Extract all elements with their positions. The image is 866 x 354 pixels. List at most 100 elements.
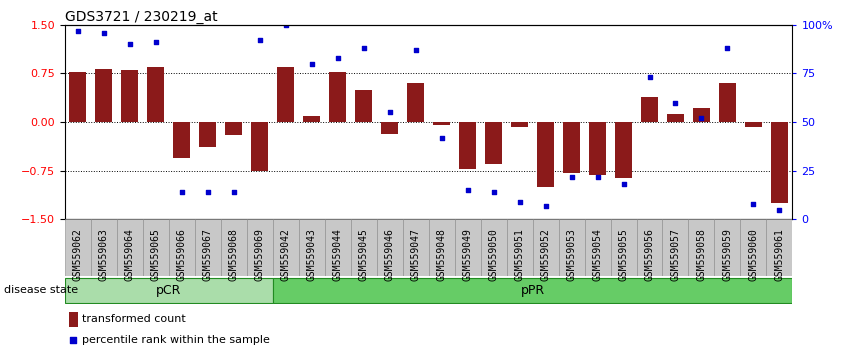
Bar	[95, 69, 113, 122]
Point	[409, 47, 423, 53]
Point	[539, 203, 553, 209]
Point	[305, 61, 319, 67]
Bar	[766, 219, 792, 276]
Text: GSM559067: GSM559067	[203, 228, 213, 281]
Bar	[563, 122, 580, 173]
Bar	[329, 72, 346, 122]
Bar	[147, 67, 165, 122]
Point	[746, 201, 760, 207]
Bar	[611, 219, 637, 276]
Text: GSM559042: GSM559042	[281, 228, 291, 281]
Text: GSM559045: GSM559045	[359, 228, 369, 281]
Point	[201, 189, 215, 195]
Text: GSM559052: GSM559052	[540, 228, 551, 281]
Point	[149, 40, 163, 45]
Bar	[459, 122, 476, 169]
Text: GDS3721 / 230219_at: GDS3721 / 230219_at	[65, 10, 217, 24]
Text: percentile rank within the sample: percentile rank within the sample	[82, 335, 270, 345]
Text: GSM559049: GSM559049	[462, 228, 473, 281]
Bar	[771, 122, 788, 203]
Text: GSM559054: GSM559054	[592, 228, 603, 281]
Bar	[455, 219, 481, 276]
Text: GSM559057: GSM559057	[670, 228, 681, 281]
Point	[175, 189, 189, 195]
Bar	[68, 312, 78, 327]
Bar	[221, 219, 247, 276]
Text: disease state: disease state	[4, 285, 79, 295]
Bar	[662, 219, 688, 276]
Point	[721, 45, 734, 51]
Point	[461, 188, 475, 193]
Point	[695, 115, 708, 121]
Bar	[641, 97, 658, 122]
Bar	[173, 122, 191, 158]
Text: GSM559058: GSM559058	[696, 228, 707, 281]
Bar	[65, 219, 91, 276]
Point	[487, 189, 501, 195]
Bar	[355, 90, 372, 122]
Point	[643, 75, 656, 80]
Bar	[169, 219, 195, 276]
Bar	[719, 83, 736, 122]
Bar	[693, 108, 710, 122]
Bar	[537, 122, 554, 187]
Point	[71, 28, 85, 33]
Bar	[714, 219, 740, 276]
Text: GSM559062: GSM559062	[73, 228, 83, 281]
Bar	[637, 219, 662, 276]
Text: GSM559050: GSM559050	[488, 228, 499, 281]
Bar	[688, 219, 714, 276]
Point	[123, 41, 137, 47]
Bar	[511, 122, 528, 127]
Point	[97, 30, 111, 35]
Bar	[559, 219, 585, 276]
Bar	[277, 67, 294, 122]
Bar	[325, 219, 351, 276]
Bar	[199, 122, 216, 147]
Bar	[615, 122, 632, 178]
Bar	[377, 219, 403, 276]
Text: GSM559059: GSM559059	[722, 228, 733, 281]
Bar	[740, 219, 766, 276]
Bar	[195, 219, 221, 276]
Bar	[273, 219, 299, 276]
Bar	[351, 219, 377, 276]
Bar	[117, 219, 143, 276]
Text: GSM559048: GSM559048	[436, 228, 447, 281]
Text: GSM559065: GSM559065	[151, 228, 161, 281]
Bar	[303, 116, 320, 122]
Text: GSM559043: GSM559043	[307, 228, 317, 281]
Point	[357, 45, 371, 51]
Bar	[485, 122, 502, 164]
Bar	[273, 278, 792, 303]
Bar	[403, 219, 429, 276]
Point	[227, 189, 241, 195]
Bar	[121, 70, 139, 122]
Bar	[533, 219, 559, 276]
Text: GSM559051: GSM559051	[514, 228, 525, 281]
Bar	[407, 83, 424, 122]
Point	[383, 110, 397, 115]
Point	[279, 22, 293, 28]
Bar	[589, 122, 606, 175]
Bar	[65, 278, 273, 303]
Text: GSM559047: GSM559047	[410, 228, 421, 281]
Point	[617, 182, 630, 187]
Bar	[481, 219, 507, 276]
Text: GSM559055: GSM559055	[618, 228, 629, 281]
Text: GSM559056: GSM559056	[644, 228, 655, 281]
Bar	[429, 219, 455, 276]
Point	[253, 38, 267, 43]
Bar	[433, 122, 450, 125]
Text: GSM559044: GSM559044	[333, 228, 343, 281]
Text: GSM559046: GSM559046	[385, 228, 395, 281]
Point	[331, 55, 345, 61]
Bar	[91, 219, 117, 276]
Text: GSM559064: GSM559064	[125, 228, 135, 281]
Bar	[585, 219, 611, 276]
Point	[67, 337, 81, 343]
Point	[565, 174, 578, 179]
Text: pPR: pPR	[520, 284, 545, 297]
Text: transformed count: transformed count	[82, 314, 186, 325]
Bar	[381, 122, 398, 134]
